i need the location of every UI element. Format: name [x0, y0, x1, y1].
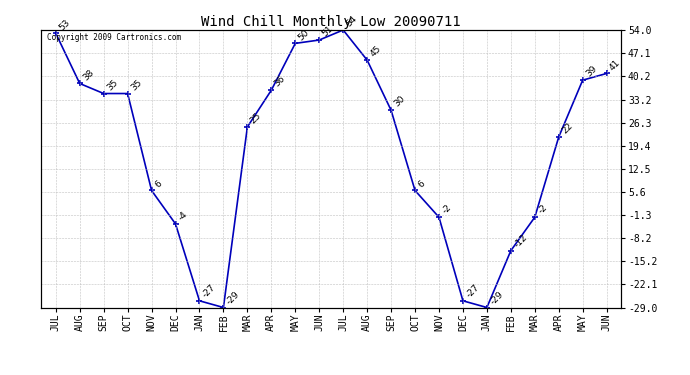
Text: 39: 39 [584, 64, 598, 79]
Text: 41: 41 [608, 58, 622, 72]
Text: 54: 54 [344, 14, 359, 28]
Text: 45: 45 [368, 44, 383, 59]
Text: 36: 36 [273, 74, 287, 89]
Text: 35: 35 [129, 78, 144, 92]
Text: 6: 6 [153, 178, 164, 189]
Text: 35: 35 [105, 78, 119, 92]
Text: Copyright 2009 Cartronics.com: Copyright 2009 Cartronics.com [47, 33, 181, 42]
Text: -27: -27 [201, 283, 217, 299]
Text: 53: 53 [57, 18, 72, 32]
Text: 22: 22 [560, 121, 575, 136]
Text: 38: 38 [81, 68, 96, 82]
Text: 30: 30 [393, 94, 407, 109]
Text: 6: 6 [417, 178, 427, 189]
Text: 25: 25 [249, 111, 263, 126]
Text: -2: -2 [536, 203, 549, 216]
Text: 50: 50 [297, 27, 311, 42]
Text: -29: -29 [225, 290, 241, 306]
Text: 51: 51 [321, 24, 335, 39]
Text: -2: -2 [440, 203, 453, 216]
Text: -29: -29 [489, 290, 505, 306]
Text: -27: -27 [464, 283, 481, 299]
Text: -4: -4 [177, 210, 190, 222]
Text: -12: -12 [512, 232, 529, 249]
Title: Wind Chill Monthly Low 20090711: Wind Chill Monthly Low 20090711 [201, 15, 461, 29]
